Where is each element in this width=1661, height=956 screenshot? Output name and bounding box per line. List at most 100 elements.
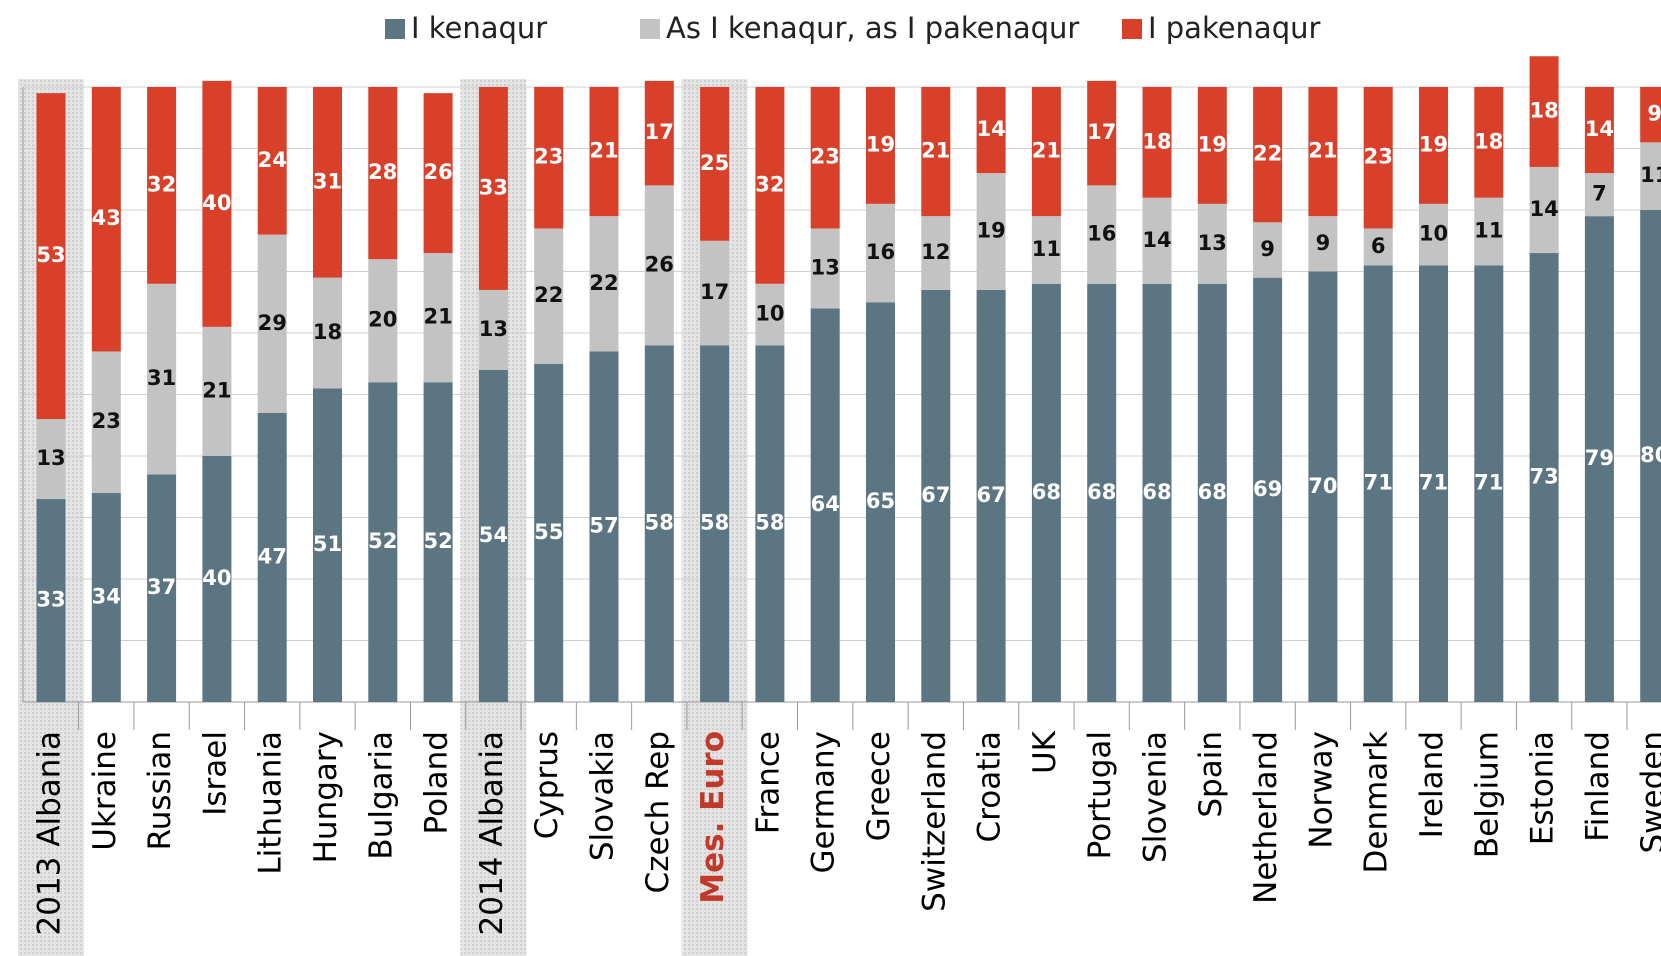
value-label: 23	[1364, 145, 1393, 169]
bar-segment	[1253, 87, 1283, 223]
value-label: 79	[1585, 446, 1614, 470]
bar-segment	[1363, 228, 1393, 266]
value-label: 10	[755, 302, 784, 326]
value-label: 80	[1640, 443, 1661, 467]
bar-segment	[257, 412, 287, 702]
x-tick-label: Spain	[1193, 731, 1229, 818]
bar-segment	[644, 345, 674, 702]
bar-segment	[1308, 87, 1338, 217]
bar-segment	[534, 363, 564, 702]
bar-segment	[700, 87, 730, 241]
bar-segment	[1640, 87, 1661, 143]
bar-segment	[313, 87, 342, 278]
value-label: 13	[479, 317, 508, 341]
bar-segment	[423, 382, 453, 702]
x-tick-label: Netherland	[1248, 731, 1284, 904]
bar-segment	[1419, 87, 1448, 204]
value-label: 18	[1142, 129, 1171, 153]
legend-swatch	[385, 19, 405, 39]
value-label: 18	[313, 320, 342, 344]
value-label: 28	[368, 160, 397, 184]
value-label: 18	[1529, 99, 1558, 123]
value-label: 21	[921, 139, 950, 163]
value-label: 64	[811, 492, 840, 516]
bar-segment	[1197, 283, 1227, 702]
value-label: 32	[147, 172, 176, 196]
x-tick-label: Cyprus	[529, 731, 565, 839]
bar-segment	[313, 277, 342, 389]
bar-segment	[1142, 197, 1172, 284]
bar-segment	[313, 388, 342, 702]
value-label: 52	[368, 529, 397, 553]
value-label: 21	[202, 378, 231, 402]
bar-segment	[1529, 56, 1559, 167]
bar-segment	[589, 87, 619, 217]
value-label: 22	[1253, 142, 1282, 166]
legend-label: I pakenaqur	[1148, 11, 1320, 45]
x-tick-label: Slovakia	[585, 731, 621, 861]
value-label: 13	[811, 255, 840, 279]
value-label: 51	[313, 532, 342, 556]
bar-segment	[1474, 197, 1504, 266]
value-label: 23	[92, 409, 121, 433]
value-label: 58	[700, 511, 729, 535]
x-tick-label: Switzerland	[916, 731, 952, 912]
x-tick-label: Czech Rep	[640, 731, 676, 893]
bar-segment	[1197, 87, 1227, 204]
bar-segment	[1529, 253, 1559, 703]
bar-segment	[921, 87, 951, 217]
value-label: 70	[1308, 474, 1337, 498]
bar-segment	[257, 234, 287, 413]
value-label: 12	[921, 240, 950, 264]
x-tick-label: Belgium	[1469, 731, 1505, 858]
bar-segment	[755, 283, 785, 346]
value-label: 9	[1647, 102, 1661, 126]
value-label: 24	[258, 148, 287, 172]
value-label: 32	[755, 172, 784, 196]
value-label: 13	[36, 446, 65, 470]
value-label: 55	[534, 520, 563, 544]
x-tick-label: Lithuania	[253, 731, 289, 875]
legend-swatch	[1122, 19, 1142, 39]
bar-segment	[423, 253, 453, 383]
x-tick-label: Sweden	[1635, 731, 1661, 854]
value-label: 65	[866, 489, 895, 513]
x-tick-label: Ireland	[1414, 731, 1450, 838]
bar-segment	[1142, 283, 1172, 702]
value-label: 10	[1419, 222, 1448, 246]
bar-segment	[1031, 283, 1061, 702]
x-tick-label: Norway	[1303, 731, 1339, 849]
bar-segment	[1419, 265, 1448, 702]
value-label: 68	[1198, 480, 1227, 504]
x-tick-label: Greece	[861, 731, 897, 841]
bar-segment	[755, 345, 785, 702]
bar-segment	[866, 302, 895, 702]
bar-segment	[423, 93, 453, 254]
bar-segment	[147, 283, 177, 475]
x-tick-label: Bulgaria	[363, 731, 399, 860]
bar-segment	[866, 203, 895, 303]
x-tick-label: Slovenia	[1138, 731, 1174, 863]
bar-segment	[644, 80, 674, 186]
bar-segment	[1363, 265, 1393, 702]
bar-segment	[1197, 203, 1227, 284]
bar-segment	[36, 93, 66, 420]
value-label: 47	[258, 544, 287, 568]
value-label: 21	[1032, 139, 1061, 163]
bar-segment	[91, 87, 121, 352]
value-label: 54	[479, 523, 508, 547]
bar-segment	[1142, 87, 1172, 198]
x-tick-label: Portugal	[1082, 731, 1118, 859]
bar-segment	[1640, 142, 1661, 210]
bar-segment	[810, 228, 840, 309]
value-label: 16	[1087, 222, 1116, 246]
value-label: 31	[313, 169, 342, 193]
bar-segment	[1474, 265, 1504, 702]
bar-segment	[368, 87, 398, 260]
value-label: 33	[479, 175, 508, 199]
x-tick-label: France	[750, 731, 786, 834]
x-tick-label: Estonia	[1525, 731, 1561, 845]
x-tick-label: Germany	[806, 731, 842, 873]
value-label: 7	[1592, 182, 1607, 206]
